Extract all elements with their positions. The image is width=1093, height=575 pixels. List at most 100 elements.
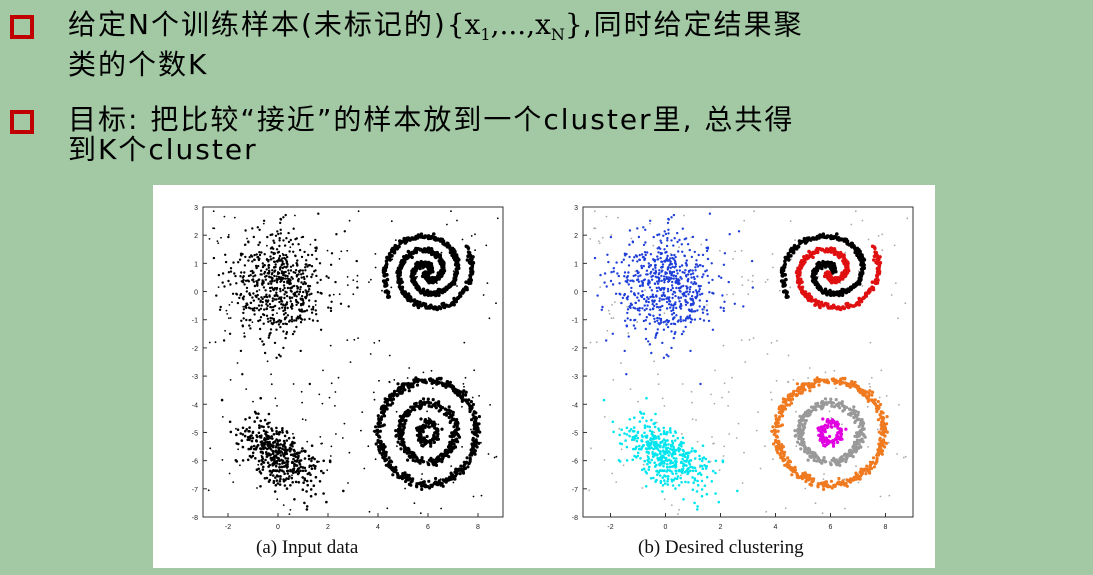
- cluster-point-gaussian-top: [330, 252, 334, 255]
- cluster-point-gaussian-top: [274, 234, 278, 237]
- ring-middle-point: [426, 397, 430, 401]
- cluster-point-gaussian-top: [659, 247, 662, 250]
- ring-middle-point: [438, 404, 442, 408]
- cluster-point-gaussian-top: [308, 288, 311, 291]
- noise-point: [301, 401, 303, 404]
- cluster-point-gaussian-top: [672, 213, 676, 217]
- cluster-point-gaussian-bottom: [278, 480, 282, 483]
- cluster-point-gaussian-top: [696, 309, 699, 312]
- noise-point: [610, 317, 613, 320]
- noise-point: [703, 308, 706, 311]
- cluster-point-gaussian-top: [672, 257, 675, 261]
- cluster-point-gaussian-top: [662, 291, 665, 294]
- cluster-point-gaussian-top: [692, 290, 695, 294]
- noise-point: [808, 367, 811, 369]
- cluster-point-gaussian-bottom: [255, 446, 258, 450]
- cluster-point-gaussian-top: [269, 276, 272, 279]
- cluster-point-gaussian-top: [636, 296, 639, 299]
- cluster-point-gaussian-top: [703, 305, 706, 309]
- cluster-point-gaussian-bottom: [682, 464, 685, 468]
- cluster-point-gaussian-bottom: [271, 452, 275, 456]
- noise-point: [657, 383, 660, 386]
- cluster-point-gaussian-bottom: [267, 452, 271, 455]
- cluster-point-gaussian-top: [281, 276, 284, 280]
- ring-middle-point: [451, 433, 455, 437]
- cluster-point-gaussian-bottom: [694, 450, 697, 453]
- noise-point: [906, 217, 909, 220]
- ring-middle-point: [453, 429, 457, 433]
- ring-middle-point: [451, 445, 455, 450]
- cluster-point-gaussian-bottom: [664, 446, 668, 450]
- cluster-point-gaussian-top: [261, 340, 264, 343]
- cluster-point-gaussian-top: [652, 314, 655, 317]
- ring-middle-point: [407, 409, 411, 413]
- noise-point: [256, 487, 258, 489]
- cluster-point-gaussian-top: [259, 316, 263, 319]
- noise-point: [722, 455, 725, 457]
- noise-point: [731, 376, 733, 379]
- cluster-point-gaussian-top: [751, 286, 754, 289]
- cluster-point-gaussian-bottom: [653, 465, 657, 468]
- cluster-point-gaussian-top: [653, 282, 657, 285]
- cluster-point-gaussian-top: [728, 233, 731, 236]
- spiral-arm-outer-point: [441, 241, 445, 246]
- cluster-point-gaussian-top: [262, 280, 265, 283]
- cluster-point-gaussian-top: [289, 238, 292, 242]
- spiral-arm-inner-point: [462, 289, 466, 294]
- cluster-point-gaussian-top: [644, 253, 647, 257]
- cluster-point-gaussian-bottom: [285, 487, 289, 490]
- noise-point: [363, 467, 366, 470]
- cluster-point-gaussian-bottom: [648, 461, 652, 464]
- cluster-point-gaussian-bottom: [628, 434, 631, 438]
- cluster-point-gaussian-top: [702, 319, 706, 322]
- noise-point: [588, 489, 591, 492]
- cluster-point-gaussian-top: [623, 319, 627, 322]
- spiral-arm-outer-point: [438, 239, 443, 243]
- cluster-point-gaussian-top: [677, 286, 681, 290]
- cluster-point-gaussian-top: [283, 244, 287, 247]
- cluster-point-gaussian-bottom: [276, 450, 280, 454]
- noise-point: [617, 216, 619, 219]
- cluster-point-gaussian-top: [663, 230, 666, 233]
- cluster-point-gaussian-top: [244, 229, 247, 232]
- cluster-point-gaussian-top: [267, 336, 270, 339]
- cluster-point-gaussian-top: [224, 260, 228, 264]
- ring-outer-point: [390, 394, 394, 398]
- cluster-point-gaussian-top: [245, 302, 248, 305]
- cluster-point-gaussian-top: [295, 317, 298, 320]
- cluster-point-gaussian-top: [628, 243, 631, 246]
- cluster-point-gaussian-top: [654, 263, 657, 267]
- ring-outer-point: [374, 442, 378, 446]
- cluster-point-gaussian-top: [302, 310, 305, 313]
- noise-point: [208, 238, 211, 240]
- cluster-point-gaussian-top: [694, 269, 697, 272]
- ring-outer-point: [459, 464, 463, 468]
- cluster-point-gaussian-bottom: [271, 429, 274, 432]
- cluster-point-gaussian-top: [255, 290, 259, 293]
- cluster-point-gaussian-top: [299, 349, 302, 353]
- cluster-point-gaussian-top: [299, 288, 302, 291]
- cluster-point-gaussian-top: [638, 313, 641, 316]
- cluster-point-gaussian-top: [316, 319, 319, 323]
- noise-point: [388, 354, 391, 357]
- cluster-point-gaussian-top: [663, 248, 666, 251]
- cluster-point-gaussian-top: [638, 253, 641, 257]
- noise-point: [734, 250, 736, 253]
- cluster-point-gaussian-top: [643, 297, 646, 301]
- cluster-point-gaussian-top: [662, 328, 666, 331]
- cluster-point-gaussian-bottom: [644, 447, 648, 450]
- cluster-point-gaussian-top: [252, 280, 255, 283]
- cluster-point-gaussian-bottom: [260, 442, 264, 446]
- noise-point: [885, 395, 888, 397]
- cluster-point-gaussian-top: [697, 290, 701, 293]
- cluster-point-gaussian-bottom: [236, 428, 240, 431]
- cluster-point-gaussian-top: [658, 280, 661, 283]
- noise-point: [394, 239, 397, 241]
- noise-point: [334, 405, 336, 407]
- cluster-point-gaussian-top: [632, 280, 635, 283]
- cluster-point-gaussian-top: [287, 231, 290, 235]
- cluster-point-gaussian-bottom: [277, 433, 281, 436]
- ring-outer-point: [388, 460, 392, 464]
- cluster-point-gaussian-top: [282, 304, 285, 307]
- cluster-point-gaussian-top: [669, 257, 672, 260]
